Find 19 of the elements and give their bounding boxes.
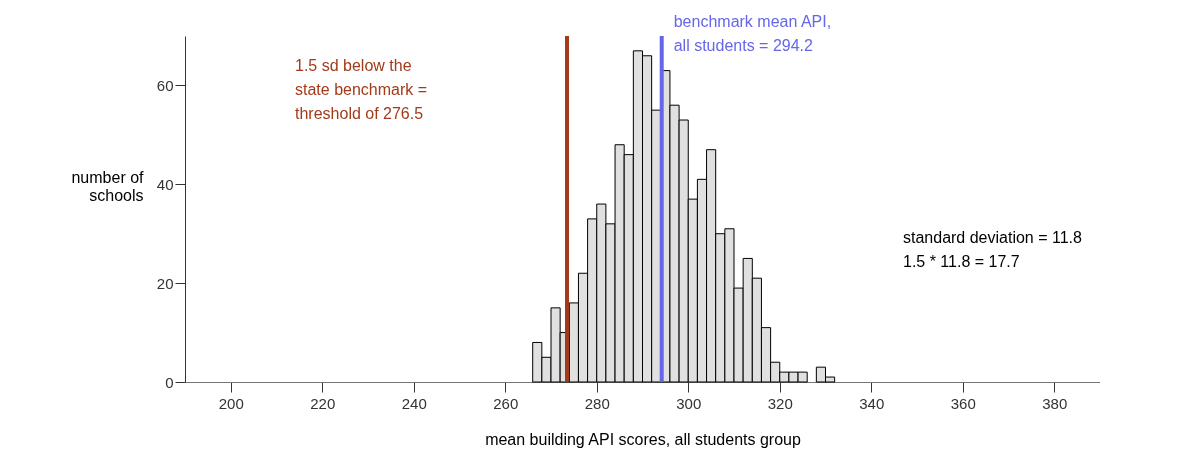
y-tick-label: 60 [156,76,174,94]
x-tick-label: 360 [950,394,976,412]
y-tick-label: 0 [165,373,174,391]
x-tick-label: 320 [767,394,793,412]
x-tick-label: 280 [584,394,610,412]
y-tick-label: 40 [156,175,174,193]
x-tick-label: 240 [401,394,427,412]
x-tick-label: 340 [859,394,885,412]
y-tick-label: 20 [156,274,174,292]
x-tick-label: 260 [493,394,519,412]
x-tick-label: 200 [218,394,244,412]
x-tick-label: 300 [676,394,702,412]
x-tick-label: 220 [310,394,336,412]
ref-line-label: benchmark mean API, all students = 294.2 [673,13,832,54]
y-axis-title: number of schools [71,168,145,204]
ref-line-label: 1.5 sd below the state benchmark = threshold of 276.5 [295,57,428,122]
x-tick-label: 380 [1042,394,1068,412]
annotation: standard deviation = 11.8 1.5 * 11.8 = 17.7 [903,228,1083,270]
x-axis-title: mean building API scores, all students group [485,430,801,448]
